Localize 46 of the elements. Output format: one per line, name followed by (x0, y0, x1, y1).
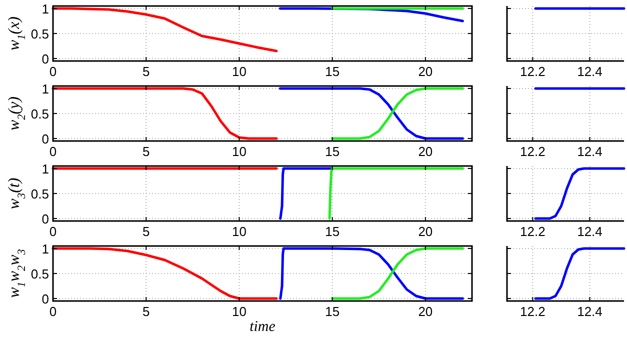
x-tick-label: 5 (142, 144, 150, 159)
x-tick-label: 10 (232, 304, 246, 319)
x-tick-label: 10 (232, 64, 246, 79)
y-tick-label: 0.5 (30, 26, 49, 42)
line-series (52, 87, 278, 140)
x-tick-label: 15 (325, 224, 340, 239)
line-series (279, 167, 334, 220)
y-tick-label: 1 (42, 162, 49, 176)
x-tick-label: 10 (232, 144, 246, 159)
x-tick-label: 15 (325, 64, 340, 79)
x-tick-label: 5 (142, 304, 150, 319)
x-tick-label: 10 (232, 224, 246, 239)
line-series (279, 247, 464, 300)
x-tick-label: 12.4 (577, 64, 602, 79)
x-tick-label: 15 (325, 144, 340, 159)
x-tick-label: 12.2 (520, 224, 546, 239)
y-tick-label: 1 (42, 242, 49, 256)
x-tick-label: 5 (142, 224, 150, 239)
x-tick-label: 12.4 (577, 224, 602, 239)
y-tick-label: 1 (42, 82, 49, 96)
x-tick-label: 20 (418, 224, 433, 239)
x-tick-label: 20 (418, 144, 433, 159)
y-tick-label: 1 (42, 2, 49, 16)
y-tick-label: 0.5 (30, 266, 49, 282)
y-tick-label: 0 (42, 212, 49, 226)
line-series (331, 87, 464, 140)
y-tick-label: 0 (42, 52, 49, 66)
x-tick-label: 20 (418, 64, 433, 79)
y-tick-label: 0 (42, 292, 49, 306)
line-series (278, 87, 464, 140)
line-series (328, 167, 464, 220)
x-tick-label: 12.2 (520, 64, 546, 79)
x-tick-label: 5 (142, 64, 150, 79)
x-tick-label: 12.2 (520, 144, 546, 159)
x-tick-label: 15 (325, 304, 340, 319)
x-axis-title: time (250, 319, 276, 335)
line-series (52, 247, 278, 300)
line-series (52, 7, 278, 52)
line-series (331, 247, 464, 300)
x-tick-label: 20 (418, 304, 433, 319)
y-tick-label: 0.5 (30, 186, 49, 202)
x-tick-label: 12.4 (577, 144, 602, 159)
x-tick-label: 12.2 (520, 304, 546, 319)
y-tick-label: 0.5 (30, 106, 49, 122)
x-tick-label: 12.4 (577, 304, 602, 319)
y-tick-label: 0 (42, 132, 49, 146)
